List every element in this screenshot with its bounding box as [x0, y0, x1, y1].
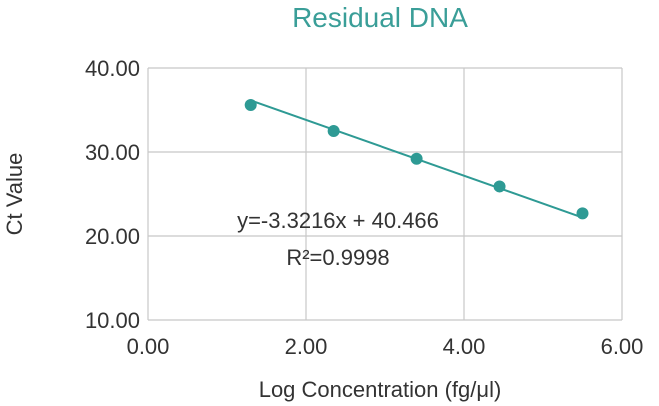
y-tick-labels: 10.00 20.00 30.00 40.00: [85, 56, 140, 333]
x-tick-label: 4.00: [443, 334, 486, 359]
r-squared-label: R²=0.9998: [286, 245, 389, 270]
y-tick-label: 20.00: [85, 224, 140, 249]
y-tick-label: 10.00: [85, 308, 140, 333]
x-axis-label: Log Concentration (fg/μl): [259, 377, 502, 402]
data-point: [410, 152, 423, 165]
x-tick-labels: 0.00 2.00 4.00 6.00: [127, 334, 644, 359]
data-point: [244, 98, 257, 111]
equation-label: y=-3.3216x + 40.466: [237, 208, 439, 233]
y-tick-label: 40.00: [85, 56, 140, 81]
x-tick-label: 0.00: [127, 334, 170, 359]
data-point: [327, 125, 340, 137]
grid: [147, 67, 623, 321]
x-tick-label: 6.00: [601, 334, 644, 359]
data-points: [244, 98, 589, 220]
data-point: [493, 180, 506, 193]
x-tick-label: 2.00: [285, 334, 328, 359]
chart-title: Residual DNA: [292, 2, 468, 33]
data-point: [576, 207, 589, 220]
y-axis-label: Ct Value: [2, 153, 27, 236]
y-tick-label: 30.00: [85, 140, 140, 165]
